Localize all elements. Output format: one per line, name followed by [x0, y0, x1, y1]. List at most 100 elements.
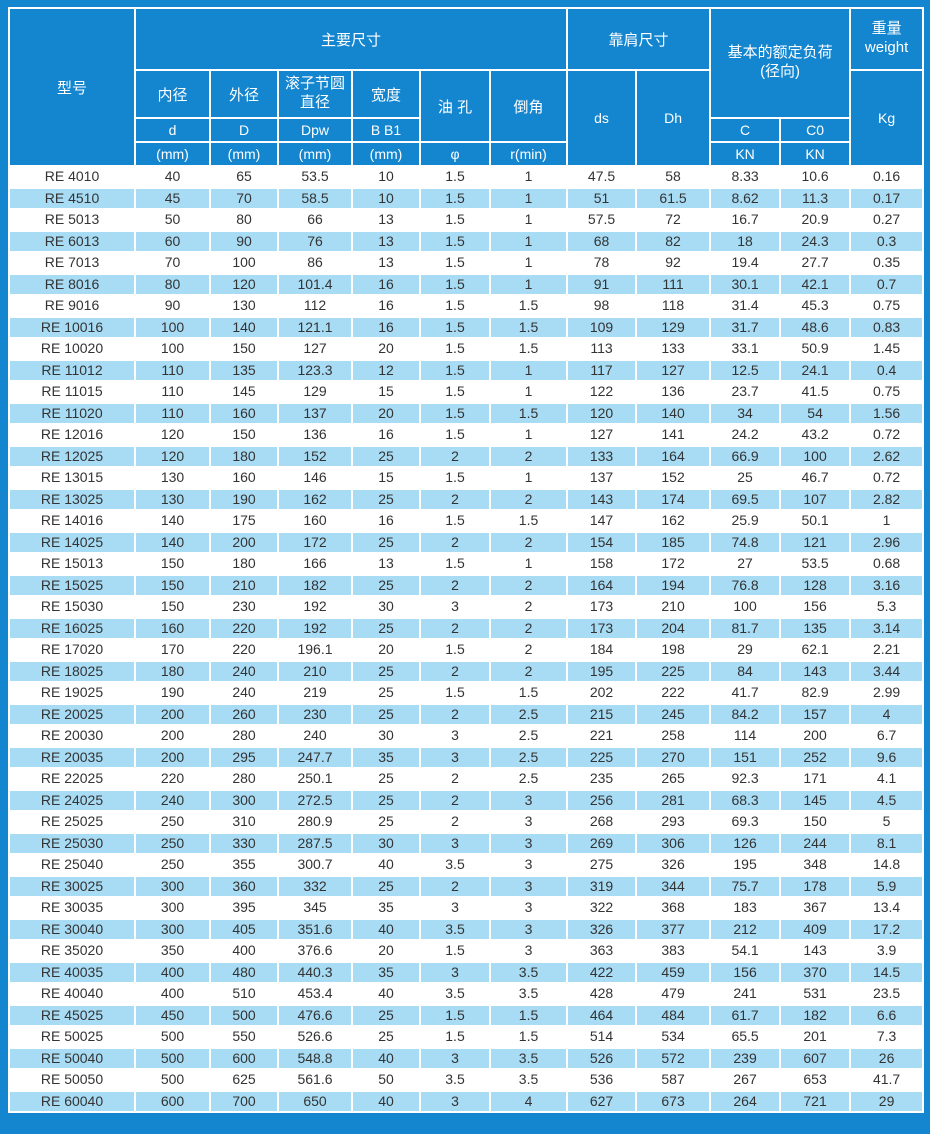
value-cell: 6.7 — [849, 724, 925, 748]
value-cell: 98 — [566, 294, 638, 318]
model-cell: RE 25030 — [8, 831, 136, 855]
value-cell: 3 — [419, 1089, 491, 1113]
value-cell: 152 — [635, 466, 712, 490]
model-cell: RE 12016 — [8, 423, 136, 447]
value-cell: 25 — [351, 616, 421, 640]
value-cell: 0.35 — [849, 251, 925, 275]
value-cell: 235 — [566, 767, 638, 791]
value-cell: 2.5 — [488, 745, 569, 769]
value-cell: 30.1 — [709, 272, 782, 296]
value-cell: 80 — [209, 208, 279, 232]
value-cell: 368 — [635, 896, 712, 920]
header-oil-hole: 油 孔 — [419, 69, 491, 143]
header-main-dimensions: 主要尺寸 — [133, 7, 569, 71]
value-cell: 171 — [779, 767, 852, 791]
value-cell: 2.96 — [849, 530, 925, 554]
value-cell: 30 — [351, 595, 421, 619]
value-cell: 27.7 — [779, 251, 852, 275]
value-cell: 146 — [277, 466, 353, 490]
value-cell: 2 — [488, 487, 569, 511]
value-cell: 69.3 — [709, 810, 782, 834]
value-cell: 700 — [209, 1089, 279, 1113]
value-cell: 143 — [779, 659, 852, 683]
table-row: RE 19025 190 240 219 25 1.5 1.5 202 222 41.7 82.9 2… — [8, 681, 925, 705]
value-cell: 15 — [351, 466, 421, 490]
table-row: RE 15025 150 210 182 25 2 2 164 194 76.8 128 3.16 — [8, 573, 925, 597]
value-cell: 2 — [488, 573, 569, 597]
value-cell: 351.6 — [277, 917, 353, 941]
value-cell: 272.5 — [277, 788, 353, 812]
value-cell: 280 — [209, 724, 279, 748]
value-cell: 2.62 — [849, 444, 925, 468]
value-cell: 12.5 — [709, 358, 782, 382]
model-cell: RE 18025 — [8, 659, 136, 683]
model-cell: RE 15013 — [8, 552, 136, 576]
value-cell: 1 — [488, 186, 569, 210]
value-cell: 180 — [209, 552, 279, 576]
value-cell: 76 — [277, 229, 353, 253]
model-cell: RE 13015 — [8, 466, 136, 490]
value-cell: 383 — [635, 939, 712, 963]
value-cell: 2 — [488, 659, 569, 683]
value-cell: 0.75 — [849, 380, 925, 404]
table-row: RE 25025 250 310 280.9 25 2 3 268 293 69.3 150 5 — [8, 810, 925, 834]
value-cell: 133 — [566, 444, 638, 468]
value-cell: 14.8 — [849, 853, 925, 877]
value-cell: 20.9 — [779, 208, 852, 232]
value-cell: 126 — [709, 831, 782, 855]
value-cell: 548.8 — [277, 1046, 353, 1070]
value-cell: 145 — [209, 380, 279, 404]
value-cell: 140 — [209, 315, 279, 339]
value-cell: 3.5 — [488, 960, 569, 984]
model-cell: RE 40035 — [8, 960, 136, 984]
value-cell: 2.5 — [488, 767, 569, 791]
value-cell: 74.8 — [709, 530, 782, 554]
header-unit-kn-1: KN — [709, 141, 782, 167]
value-cell: 35 — [351, 960, 421, 984]
value-cell: 500 — [134, 1046, 211, 1070]
value-cell: 428 — [566, 982, 638, 1006]
value-cell: 160 — [209, 466, 279, 490]
table-row: RE 30035 300 395 345 35 3 3 322 368 183 367 13.4 — [8, 896, 925, 920]
value-cell: 84.2 — [709, 702, 782, 726]
value-cell: 1.5 — [488, 681, 569, 705]
value-cell: 200 — [209, 530, 279, 554]
value-cell: 250 — [134, 810, 211, 834]
pitch-line1: 滚子节圆 — [284, 75, 345, 93]
table-row: RE 9016 90 130 112 16 1.5 1.5 98 118 31.4 45.3 0.75 — [8, 294, 925, 318]
value-cell: 84 — [709, 659, 782, 683]
value-cell: 625 — [209, 1068, 279, 1092]
value-cell: 40 — [351, 982, 421, 1006]
model-cell: RE 17020 — [8, 638, 136, 662]
header-sym-phi: φ — [419, 141, 491, 167]
value-cell: 162 — [635, 509, 712, 533]
model-cell: RE 6013 — [8, 229, 136, 253]
value-cell: 25 — [351, 874, 421, 898]
value-cell: 136 — [635, 380, 712, 404]
value-cell: 239 — [709, 1046, 782, 1070]
model-cell: RE 11015 — [8, 380, 136, 404]
value-cell: 190 — [209, 487, 279, 511]
value-cell: 190 — [134, 681, 211, 705]
model-cell: RE 15025 — [8, 573, 136, 597]
value-cell: 5.3 — [849, 595, 925, 619]
value-cell: 0.4 — [849, 358, 925, 382]
value-cell: 1 — [488, 423, 569, 447]
value-cell: 526.6 — [277, 1025, 353, 1049]
value-cell: 220 — [209, 616, 279, 640]
value-cell: 61.5 — [635, 186, 712, 210]
value-cell: 80 — [134, 272, 211, 296]
model-cell: RE 20030 — [8, 724, 136, 748]
model-cell: RE 19025 — [8, 681, 136, 705]
value-cell: 377 — [635, 917, 712, 941]
value-cell: 650 — [277, 1089, 353, 1113]
value-cell: 3.5 — [488, 1068, 569, 1092]
value-cell: 118 — [635, 294, 712, 318]
value-cell: 268 — [566, 810, 638, 834]
value-cell: 332 — [277, 874, 353, 898]
value-cell: 25 — [351, 767, 421, 791]
value-cell: 70 — [134, 251, 211, 275]
table-row: RE 15030 150 230 192 30 3 2 173 210 100 156 5.3 — [8, 595, 925, 619]
value-cell: 162 — [277, 487, 353, 511]
value-cell: 16.7 — [709, 208, 782, 232]
